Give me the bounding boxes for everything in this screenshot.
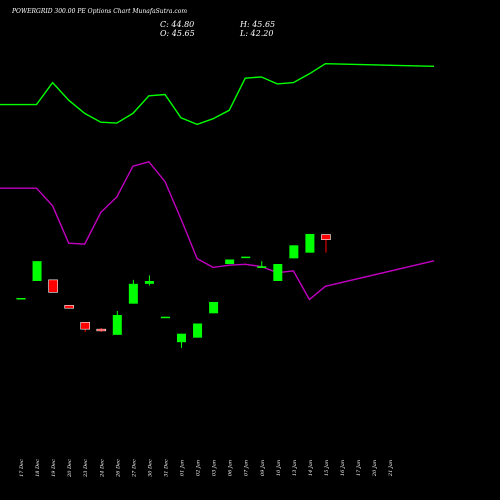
x-tick-label: 18 Dec	[35, 459, 41, 477]
candle	[289, 245, 299, 259]
candle	[305, 233, 315, 253]
candle	[177, 333, 186, 348]
candle	[193, 323, 203, 338]
x-tick-label: 01 Jan	[180, 460, 186, 476]
candle-body	[64, 305, 74, 309]
x-tick-label: 27 Dec	[131, 459, 137, 478]
candle	[241, 256, 251, 259]
candle	[160, 316, 170, 319]
candle	[96, 328, 107, 332]
x-tick-label: 24 Dec	[99, 459, 105, 478]
candle	[257, 261, 267, 268]
x-tick-label: 13 Jan	[292, 460, 298, 476]
candle-body	[80, 322, 90, 330]
candle	[64, 305, 74, 309]
indicator-line-1	[0, 62, 435, 126]
candle	[144, 275, 154, 286]
candle	[32, 261, 42, 281]
candle-body	[177, 333, 186, 343]
x-tick-label: 20 Jan	[372, 460, 378, 477]
candle	[321, 234, 331, 253]
candle	[225, 259, 235, 264]
candle	[273, 264, 283, 281]
x-tick-label: 06 Jan	[228, 460, 234, 476]
x-tick-label: 20 Dec	[67, 459, 73, 478]
low-value: L: 42.20	[240, 29, 274, 38]
x-tick-label: 07 Jan	[244, 460, 250, 476]
candle	[48, 279, 58, 293]
x-tick-label: 15 Jan	[324, 460, 330, 476]
candle-body	[48, 279, 58, 293]
x-tick-label: 31 Dec	[163, 459, 169, 477]
candle	[80, 322, 90, 332]
open-value: O: 45.65	[160, 29, 195, 38]
x-tick-label: 17 Dec	[19, 459, 25, 477]
candle-body	[209, 301, 219, 314]
x-tick-label: 10 Jan	[276, 460, 282, 476]
candle-body	[225, 259, 235, 264]
x-tick-label: 19 Dec	[51, 459, 57, 477]
x-tick-label: 17 Jan	[356, 460, 362, 476]
candle-body	[321, 234, 331, 240]
candle	[112, 311, 122, 335]
x-tick-label: 16 Jan	[340, 460, 346, 476]
x-tick-label: 23 Dec	[83, 459, 89, 478]
x-tick-label: 03 Jan	[212, 460, 218, 476]
chart-title: POWERGRID 300.00 PE Options Chart Munafa…	[12, 8, 188, 15]
candle-body	[112, 315, 122, 335]
candle-body	[96, 328, 107, 332]
candle	[128, 279, 138, 304]
candle-body	[160, 316, 170, 319]
candle-body	[16, 298, 26, 300]
indicator-line-2	[0, 161, 435, 301]
x-tick-label: 09 Jan	[260, 460, 266, 476]
candlestick-series	[16, 233, 331, 348]
candle	[209, 301, 219, 314]
x-tick-label: 21 Jan	[388, 460, 394, 477]
x-tick-label: 26 Dec	[115, 459, 121, 478]
candle-body	[128, 283, 138, 304]
candle-body	[305, 233, 315, 253]
x-tick-label: 30 Dec	[147, 459, 153, 477]
candle-body	[273, 264, 283, 281]
candle-body	[241, 256, 251, 259]
candle-body	[32, 261, 42, 281]
x-axis-tick-labels: 17 Dec 18 Dec 19 Dec 20 Dec 23 Dec 24 Dec 26 D…	[19, 459, 394, 478]
candle	[16, 298, 26, 300]
x-tick-label: 02 Jan	[196, 460, 202, 476]
indicator-lines	[0, 62, 435, 301]
candle-body	[257, 266, 267, 268]
candle-body	[193, 323, 203, 338]
candle-body	[144, 281, 154, 284]
candle-body	[289, 245, 299, 259]
high-value: H: 45.65	[240, 20, 276, 29]
close-value: C: 44.80	[160, 20, 195, 29]
x-tick-label: 14 Jan	[308, 460, 314, 476]
